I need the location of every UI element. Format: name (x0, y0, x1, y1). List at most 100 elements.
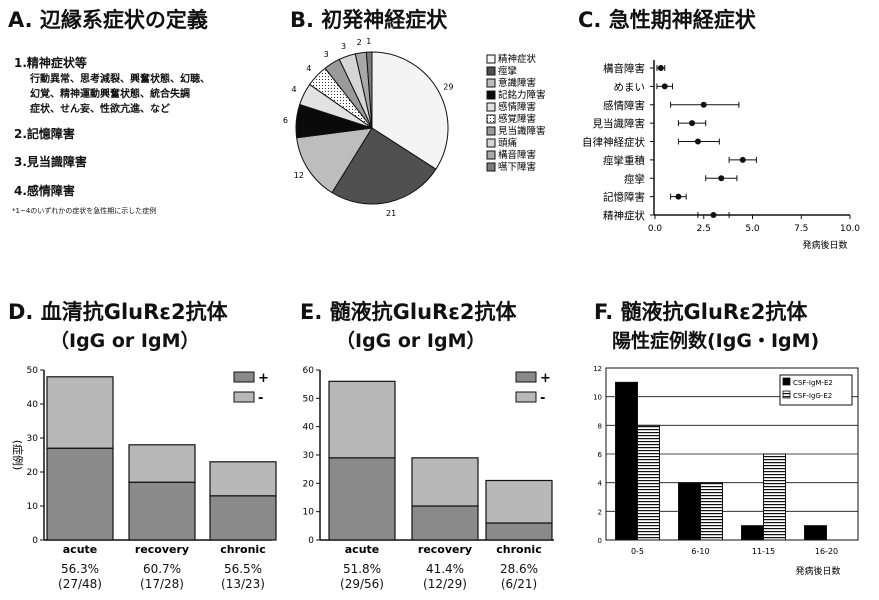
f-ytick-label-4: 8 (598, 422, 602, 430)
f-legend-box (779, 374, 853, 406)
f-ytick-label-2: 4 (598, 480, 603, 488)
pie-slice-9 (365, 51, 373, 129)
c-xtick-label-1: 2.5 (697, 224, 711, 234)
pie-legend-label-3: 記銘力障害 (498, 89, 546, 101)
definition-item-1-detail-1: 行動異常、思考減裂、興奮状態、幻聴、 (30, 74, 210, 85)
E-category-label-1: recovery (418, 543, 472, 556)
pie-value-label-3: 6 (283, 116, 288, 125)
c-category-label-2: 感情障害 (603, 99, 645, 112)
E-bar-chronic-- (485, 479, 553, 524)
f-category-label-0: 0-5 (631, 547, 644, 556)
f-category-label-2: 11-15 (752, 547, 775, 556)
f-ytick-label-0: 0 (598, 537, 602, 545)
E-percent-value-0: 51.8% (342, 562, 382, 576)
pie-value-label-9: 1 (366, 37, 371, 46)
definition-item-1: 1.精神症状等 (14, 56, 87, 70)
panel-b-title: B. 初発神経症状 (290, 8, 448, 32)
pie-legend-label-1: 痙攣 (498, 65, 517, 77)
panel-c-title: C. 急性期神経症状 (578, 8, 756, 32)
f-ytick-label-1: 2 (598, 508, 602, 516)
pie-legend-label-9: 嚥下障害 (498, 161, 536, 173)
E-category-label-2: chronic (496, 543, 541, 556)
c-category-label-5: 痙攣重積 (603, 154, 645, 167)
f-bar-0-5-CSF-IgG-E2 (637, 424, 660, 541)
E-bar-chronic-+ (485, 522, 553, 541)
D-percent-value-1: 60.7% (142, 562, 182, 576)
E-ytick-label-3: 30 (303, 451, 315, 461)
E-bar-recovery-+ (411, 505, 479, 541)
D-fraction-1: (17/28) (140, 577, 184, 591)
E-percent-value-2: 28.6% (499, 562, 539, 576)
f-bar-11-15-CSF-IgG-E2 (763, 453, 786, 541)
chart-d-bar: 0 10 20 30 40 50 acute recovery chronic + - (症例) (11, 366, 277, 556)
E-legend-swatch-1 (515, 391, 537, 403)
c-point-2 (700, 101, 707, 108)
chart-f-bar: 0 2 4 6 8 10 12 0-5 6-10 11-15 16-20 CSF-IgM-E2 CSF-… (593, 365, 859, 577)
pie-legend-swatch-9 (486, 162, 496, 172)
E-ytick-label-0: 0 (308, 536, 314, 546)
D-ytick-label-3: 30 (27, 434, 39, 444)
D-legend-label-1: - (258, 391, 263, 406)
pie-legend-swatch-0 (486, 54, 496, 64)
c-point-6 (718, 175, 725, 182)
pie-legend-label-6: 見当識障害 (498, 125, 546, 137)
D-bar-acute-+ (46, 447, 114, 541)
E-percent-0: 51.8% (29/56) (327, 562, 397, 592)
D-legend-swatch-1 (233, 391, 255, 403)
D-bar-recovery-- (128, 444, 196, 483)
E-legend-label-1: - (540, 391, 545, 406)
f-bar-6-10-CSF-IgG-E2 (700, 482, 723, 541)
panel-f-title: F. 髄液抗GluRε2抗体 (594, 300, 808, 324)
D-category-label-1: recovery (135, 543, 189, 556)
panel-f-subtitle: 陽性症例数(IgG・IgM) (612, 330, 820, 352)
pie-value-label-6: 3 (324, 50, 329, 59)
c-point-4 (694, 138, 701, 145)
definition-item-3: 3.見当識障害 (14, 155, 87, 169)
definition-note: *1~4のいずれかの症状を急性期に示した症例 (12, 207, 157, 215)
E-ytick-label-6: 60 (303, 366, 315, 376)
pie-value-label-2: 12 (294, 171, 304, 180)
chart-e-bar: 0 10 20 30 40 50 60 acute recovery chronic + - (303, 366, 554, 556)
E-category-label-0: acute (345, 543, 380, 556)
pie-value-label-8: 2 (357, 38, 362, 47)
E-ytick-label-1: 10 (303, 508, 315, 518)
D-category-label-0: acute (63, 543, 98, 556)
D-legend-label-0: + (258, 371, 269, 386)
D-ytick-label-2: 20 (27, 468, 39, 478)
E-percent-2: 28.6% (6/21) (484, 562, 554, 592)
panel-d-title: D. 血清抗GluRε2抗体 (8, 300, 228, 324)
D-percent-value-0: 56.3% (60, 562, 100, 576)
f-category-label-1: 6-10 (691, 547, 709, 556)
panel-e-subtitle: （IgG or IgM） (336, 330, 486, 352)
definition-item-2: 2.記憶障害 (14, 127, 75, 141)
definition-item-1-detail-2: 幻覚、精神運動興奮状態、統合失調 (30, 89, 190, 100)
D-ytick-label-0: 0 (32, 536, 38, 546)
D-ytick-label-1: 10 (27, 502, 39, 512)
panel-e-title: E. 髄液抗GluRε2抗体 (300, 300, 517, 324)
D-fraction-0: (27/48) (58, 577, 102, 591)
panel-d-subtitle: （IgG or IgM） (50, 330, 200, 352)
D-ytick-label-5: 50 (27, 366, 39, 376)
pie-legend-label-0: 精神症状 (498, 53, 537, 65)
c-xlabel: 発病後日数 (802, 239, 847, 251)
E-percent-1: 41.4% (12/29) (410, 562, 480, 592)
E-legend-swatch-0 (515, 371, 537, 383)
D-bar-recovery-+ (128, 481, 196, 541)
c-point-8 (710, 212, 717, 218)
c-point-0 (657, 65, 664, 71)
E-ytick-label-2: 20 (303, 479, 315, 489)
pie-legend-swatch-4 (486, 102, 496, 112)
D-ytick-label-4: 40 (27, 400, 39, 410)
D-percent-value-2: 56.5% (223, 562, 263, 576)
f-legend-swatch-0 (782, 377, 791, 386)
c-xtick-label-0: 0.0 (648, 224, 663, 234)
pie-legend-swatch-1 (486, 66, 496, 76)
c-category-label-4: 自律神経症状 (582, 136, 645, 149)
c-xtick-label-3: 7.5 (794, 224, 808, 234)
pie-legend-label-7: 頭痛 (498, 137, 518, 149)
panel-a-title: A. 辺縁系症状の定義 (8, 8, 208, 32)
f-ytick-label-5: 10 (593, 394, 602, 402)
f-bar-6-10-CSF-IgM-E2 (678, 482, 701, 541)
